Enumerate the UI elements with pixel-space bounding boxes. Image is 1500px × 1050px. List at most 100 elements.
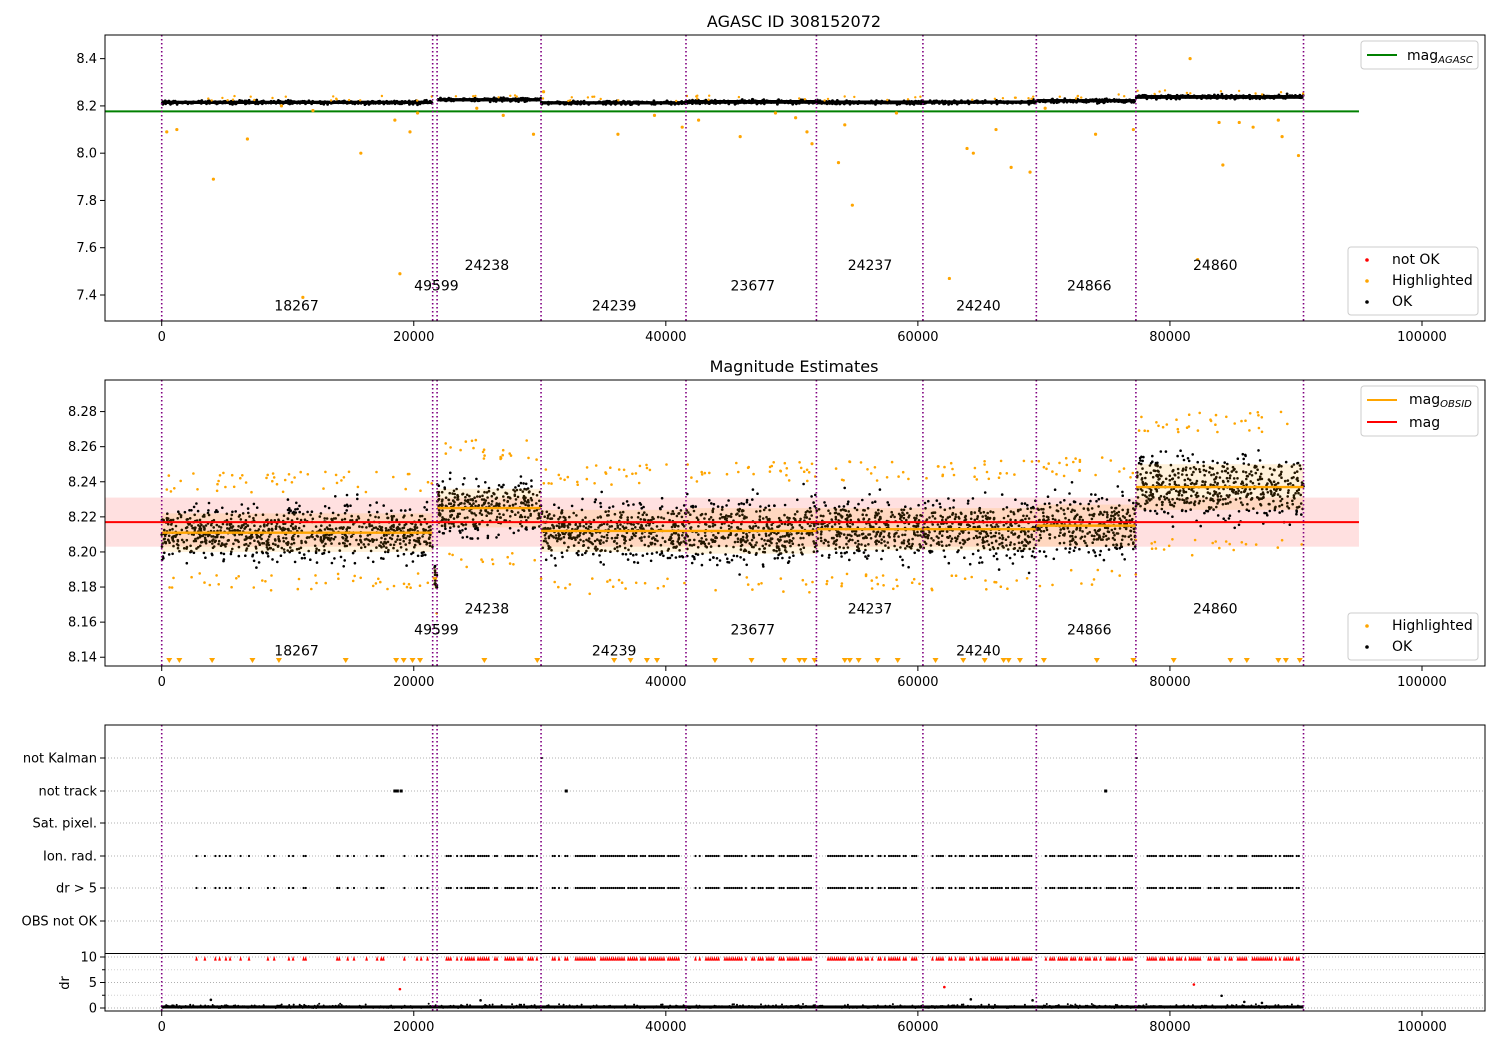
ok-point: [171, 518, 175, 522]
highlighted-point: [645, 466, 649, 470]
highlighted-point: [233, 94, 236, 98]
ok-point: [655, 101, 659, 104]
ok-point: [425, 508, 429, 512]
highlighted-point: [890, 460, 894, 464]
highlighted-point: [779, 469, 783, 473]
ok-point: [726, 99, 730, 103]
ok-point: [1063, 97, 1067, 101]
ok-point: [230, 513, 234, 517]
highlighted-point: [337, 577, 340, 580]
ok-point: [296, 517, 299, 521]
ok-point: [727, 499, 730, 502]
ok-point: [710, 502, 713, 505]
panel-agasc-axes: 0 20000 40000 60000 80000 1000007.47.67.88.08…: [76, 52, 1446, 345]
ok-point: [1178, 97, 1181, 101]
ok-point: [547, 102, 550, 106]
highlighted-point: [892, 587, 895, 591]
ok-point: [608, 506, 611, 510]
ok-point: [1210, 96, 1214, 99]
ok-point: [691, 98, 694, 102]
highlighted-point: [637, 481, 641, 485]
ok-point: [1130, 100, 1134, 104]
highlighted-point: [845, 572, 849, 576]
ok-point: [670, 101, 673, 105]
ok-point: [282, 536, 285, 540]
highlighted-outlier: [541, 90, 546, 94]
ok-point: [776, 99, 779, 103]
ok-point: [272, 100, 275, 103]
ok-point: [1284, 97, 1287, 100]
ok-point: [406, 534, 410, 538]
ok-point: [1076, 98, 1080, 102]
ok-point: [511, 97, 515, 101]
ok-point: [662, 100, 666, 104]
ok-point: [787, 101, 790, 105]
ok-point: [718, 101, 722, 105]
ok-point: [641, 554, 645, 557]
highlighted-point: [297, 577, 301, 581]
highlighted-point: [351, 579, 355, 583]
ok-point: [300, 556, 304, 560]
ok-point: [423, 506, 426, 509]
ok-point: [425, 500, 429, 504]
y-tick-label: 7.6: [76, 241, 97, 256]
panel-magnitude-plot-area: 1826749599242382423923677242372424024866…: [105, 380, 1359, 666]
ok-point: [185, 538, 189, 542]
ok-point: [918, 101, 921, 105]
highlighted-point: [1032, 95, 1035, 98]
ok-point: [579, 100, 583, 104]
ok-point: [1159, 94, 1163, 98]
highlighted-point: [482, 457, 486, 460]
ok-point: [402, 552, 406, 556]
highlighted-point: [237, 575, 240, 578]
highlighted-point: [472, 95, 475, 98]
ok-point: [666, 101, 669, 104]
highlighted-point: [1136, 89, 1139, 93]
ok-point: [845, 551, 848, 554]
ok-point: [160, 545, 164, 548]
ok-point: [856, 102, 860, 105]
ok-point: [298, 510, 302, 514]
ok-point: [1030, 554, 1034, 558]
highlighted-point: [840, 584, 843, 588]
highlighted-point: [825, 582, 828, 586]
highlighted-point: [896, 584, 899, 588]
ok-point: [751, 98, 755, 102]
ok-point: [321, 539, 325, 543]
ok-point: [385, 99, 389, 103]
highlighted-outlier: [301, 295, 305, 299]
highlighted-point: [179, 479, 182, 483]
ok-point: [225, 542, 228, 546]
ok-point: [825, 102, 829, 105]
highlighted-point: [497, 96, 500, 99]
ok-point: [286, 498, 290, 501]
ok-point: [303, 556, 307, 560]
highlighted-point: [293, 476, 296, 479]
ok-point: [431, 545, 434, 548]
highlighted-point: [801, 578, 805, 582]
ok-point: [477, 485, 480, 488]
highlighted-point: [196, 488, 199, 491]
ok-point: [619, 101, 623, 105]
ok-point: [318, 100, 322, 104]
ok-point: [967, 102, 971, 106]
ok-point: [514, 486, 517, 489]
ok-point: [194, 537, 197, 541]
highlighted-point: [271, 96, 274, 100]
ok-point: [1098, 98, 1101, 101]
ok-point: [808, 100, 812, 104]
ok-point: [438, 530, 441, 533]
y-tick-label: 7.8: [76, 194, 97, 209]
highlighted-point: [547, 482, 550, 485]
highlighted-point: [1001, 97, 1005, 100]
ok-point: [971, 552, 975, 556]
ok-point: [1087, 551, 1090, 554]
highlighted-point: [407, 582, 411, 586]
ok-point: [444, 527, 447, 530]
ok-point: [727, 561, 731, 564]
ok-point: [1164, 94, 1168, 98]
ok-point: [1044, 555, 1048, 558]
ok-point: [284, 537, 288, 540]
ok-point: [788, 556, 791, 559]
ok-point: [1063, 499, 1066, 502]
